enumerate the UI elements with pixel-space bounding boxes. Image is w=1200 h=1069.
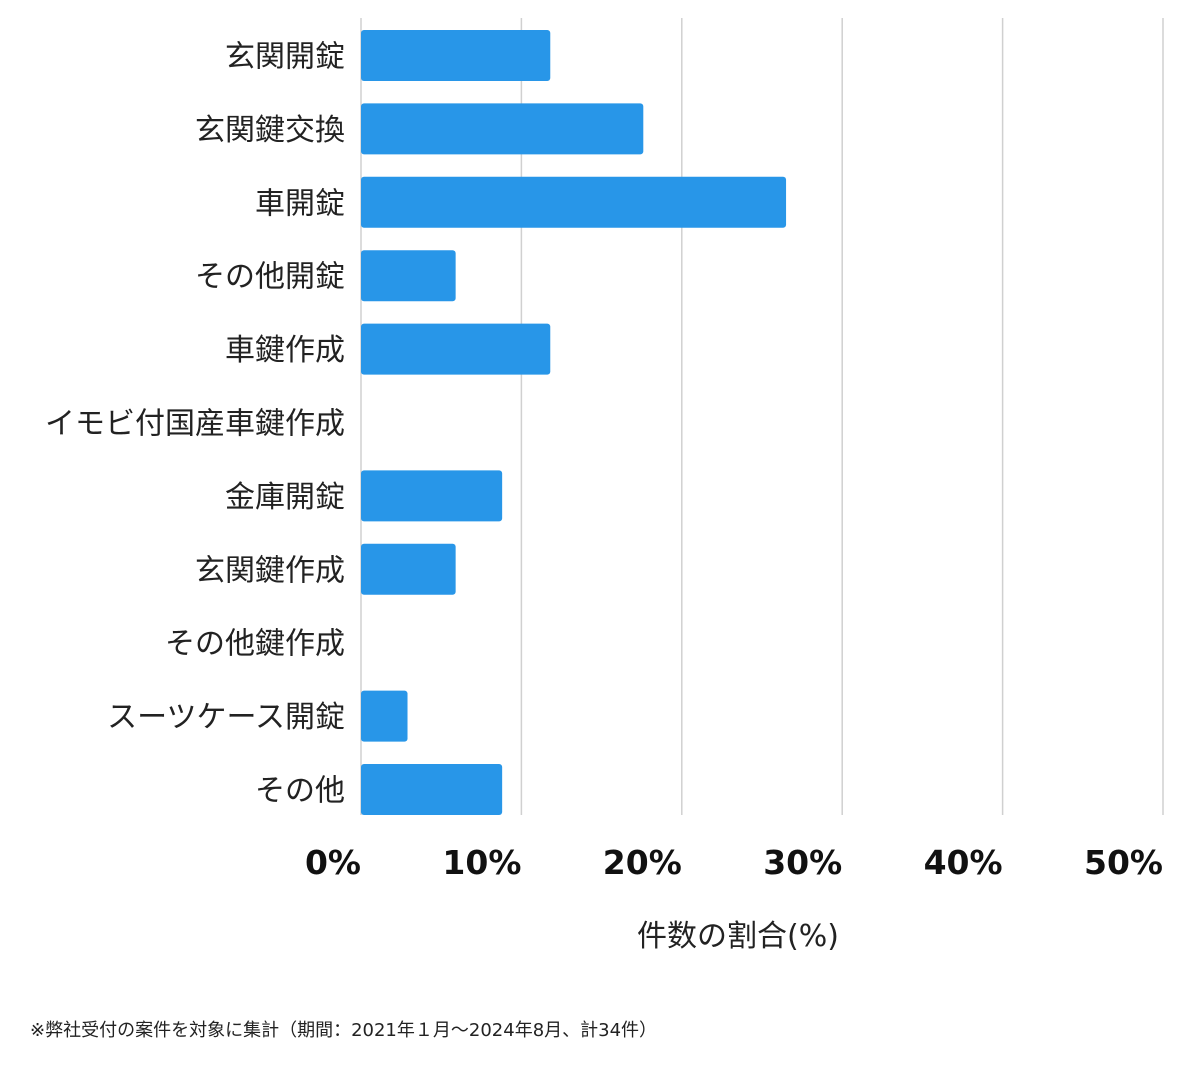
footnote: ※弊社受付の案件を対象に集計（期間：2021年１月〜2024年8月、計34件）	[30, 1020, 658, 1041]
category-label: その他	[255, 774, 345, 809]
x-tick-label: 50%	[1084, 843, 1163, 882]
bar	[361, 543, 456, 595]
bar	[361, 323, 551, 375]
x-tick-label: 20%	[603, 843, 682, 882]
category-label: 車鍵作成	[225, 333, 345, 368]
bar	[361, 690, 408, 742]
bar	[361, 103, 644, 155]
bar	[361, 30, 551, 81]
x-tick-label: 40%	[924, 843, 1003, 882]
category-label: スーツケース開錠	[107, 700, 345, 735]
bar	[361, 250, 456, 302]
category-label: イモビ付国産車鍵作成	[45, 407, 345, 442]
category-label: 玄関開錠	[225, 40, 345, 75]
bar-chart: 玄関開錠玄関鍵交換車開錠その他開錠車鍵作成イモビ付国産車鍵作成金庫開錠玄関鍵作成…	[45, 18, 1164, 954]
category-label: 玄関鍵交換	[195, 113, 345, 148]
category-labels: 玄関開錠玄関鍵交換車開錠その他開錠車鍵作成イモビ付国産車鍵作成金庫開錠玄関鍵作成…	[45, 40, 345, 809]
x-tick-label: 0%	[305, 843, 361, 882]
category-label: その他鍵作成	[165, 627, 345, 662]
tick-labels: 0% 10% 20% 30% 40% 50%	[305, 843, 1163, 882]
x-tick-label: 30%	[763, 843, 842, 882]
category-label: 金庫開錠	[225, 480, 345, 515]
bar	[361, 470, 503, 522]
bar	[361, 764, 503, 815]
x-tick-label: 10%	[442, 843, 521, 882]
category-label: 玄関鍵作成	[195, 553, 345, 588]
x-axis-title: 件数の割合(%)	[637, 919, 839, 954]
category-label: その他開錠	[195, 260, 345, 295]
bar	[361, 176, 787, 228]
bars	[361, 30, 787, 815]
category-label: 車開錠	[255, 186, 345, 221]
